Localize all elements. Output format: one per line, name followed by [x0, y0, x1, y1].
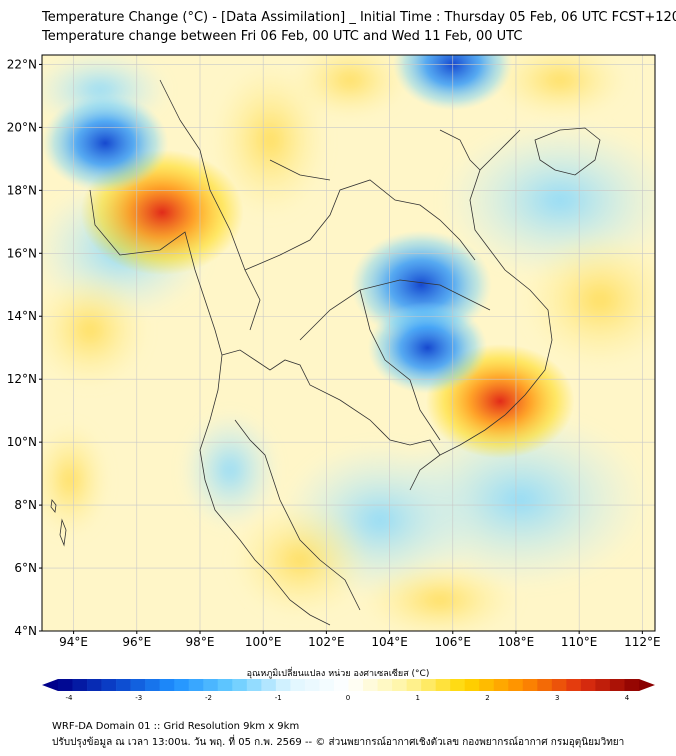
colorbar-segment	[333, 679, 349, 691]
colorbar-tick-label: 2	[485, 694, 489, 702]
lon-tick-label: 110°E	[561, 635, 598, 649]
colorbar-min-arrow	[42, 679, 58, 691]
colorbar-max-arrow	[639, 679, 655, 691]
coastline-borders	[50, 79, 601, 626]
colorbar-segment	[101, 679, 117, 691]
colorbar-tick-label: 1	[416, 694, 420, 702]
colorbar-segment	[421, 679, 436, 691]
colorbar-segment	[551, 679, 567, 691]
colorbar-segment	[479, 679, 495, 691]
lon-tick-label: 94°E	[59, 635, 88, 649]
colorbar-segment	[319, 679, 335, 691]
colorbar-segment	[363, 679, 378, 691]
update-credit: ปรับปรุงข้อมูล ณ เวลา 13:00น. วัน พฤ. ที…	[52, 737, 625, 748]
colorbar-segment	[595, 679, 611, 691]
colorbar-segment	[493, 679, 509, 691]
colorbar-tick-label: 4	[625, 694, 630, 702]
lon-tick-label: 112°E	[624, 635, 661, 649]
colorbar-segment	[203, 679, 219, 691]
colorbar-segment	[261, 679, 277, 691]
latitude-axis: 22°N 20°N 18°N 16°N 14°N 12°N 10°N 8°N 6°N 4°N	[7, 57, 42, 638]
lon-tick-label: 104°E	[371, 635, 408, 649]
lat-tick-label: 4°N	[14, 624, 37, 638]
colorbar-segment	[58, 679, 73, 691]
colorbar-segment	[188, 679, 204, 691]
lat-tick-label: 10°N	[7, 435, 37, 449]
colorbar-segment	[159, 679, 175, 691]
colorbar-segment	[450, 679, 465, 691]
colorbar-segment	[116, 679, 131, 691]
colorbar-segment	[392, 679, 407, 691]
colorbar-segment	[522, 679, 538, 691]
colorbar-segment	[217, 679, 233, 691]
colorbar-segment	[130, 679, 146, 691]
colorbar-segment	[348, 679, 364, 691]
colorbar-segment	[145, 679, 160, 691]
colorbar-tick-label: 3	[555, 694, 559, 702]
colorbar-segment	[275, 679, 291, 691]
colorbar-segment	[406, 679, 422, 691]
lon-tick-label: 96°E	[122, 635, 151, 649]
graticule-lines	[42, 55, 655, 631]
map-title: Temperature Change (°C) - [Data Assimila…	[42, 10, 676, 25]
colorbar-tick-label: -1	[275, 694, 282, 702]
lon-tick-label: 108°E	[498, 635, 535, 649]
colorbar-title: อุณหภูมิเปลี่ยนแปลง หน่วย องศาเซลเซียส (…	[246, 669, 430, 679]
colorbar-segment	[537, 679, 553, 691]
colorbar-tick-label: -4	[66, 694, 74, 702]
lon-tick-label: 106°E	[435, 635, 472, 649]
colorbar-segment	[624, 679, 640, 691]
lat-tick-label: 18°N	[7, 183, 37, 197]
lon-tick-label: 98°E	[186, 635, 215, 649]
colorbar-tick-label: -3	[135, 694, 142, 702]
map-subtitle: Temperature change between Fri 06 Feb, 0…	[42, 29, 523, 44]
lat-tick-label: 20°N	[7, 120, 37, 134]
colorbar-segment	[232, 679, 248, 691]
lat-tick-label: 16°N	[7, 246, 37, 260]
colorbar-segment	[609, 679, 625, 691]
lat-tick-label: 14°N	[7, 309, 37, 323]
colorbar-segment	[435, 679, 451, 691]
colorbar-segment	[566, 679, 582, 691]
map-frame	[41, 54, 656, 632]
colorbar-segment	[72, 679, 88, 691]
lat-tick-label: 6°N	[14, 561, 37, 575]
lat-tick-label: 8°N	[14, 498, 37, 512]
colorbar-segment	[174, 679, 190, 691]
lat-tick-label: 12°N	[7, 372, 37, 386]
hotspot-3	[367, 301, 488, 394]
colorbar-segment	[508, 679, 524, 691]
model-info: WRF-DA Domain 01 :: Grid Resolution 9km …	[52, 721, 300, 732]
colorbar-segment	[464, 679, 480, 691]
lon-tick-label: 102°E	[308, 635, 345, 649]
colorbar-segment	[87, 679, 102, 691]
colorbar-segment	[580, 679, 596, 691]
colorbar: -4 -3 -2 -1 0 1 2 3 4	[42, 679, 655, 702]
colorbar-segment	[377, 679, 393, 691]
colorbar-segment	[304, 679, 320, 691]
colorbar-tick-label: -2	[205, 694, 212, 702]
colorbar-segment	[290, 679, 306, 691]
hotspot-4	[42, 94, 169, 192]
lat-tick-label: 22°N	[7, 57, 37, 71]
colorbar-tick-label: 0	[346, 694, 350, 702]
colorbar-segment	[246, 679, 262, 691]
lon-tick-label: 100°E	[245, 635, 282, 649]
longitude-axis: 94°E 96°E 98°E 100°E 102°E 104°E 106°E 108°E 110…	[59, 631, 661, 649]
